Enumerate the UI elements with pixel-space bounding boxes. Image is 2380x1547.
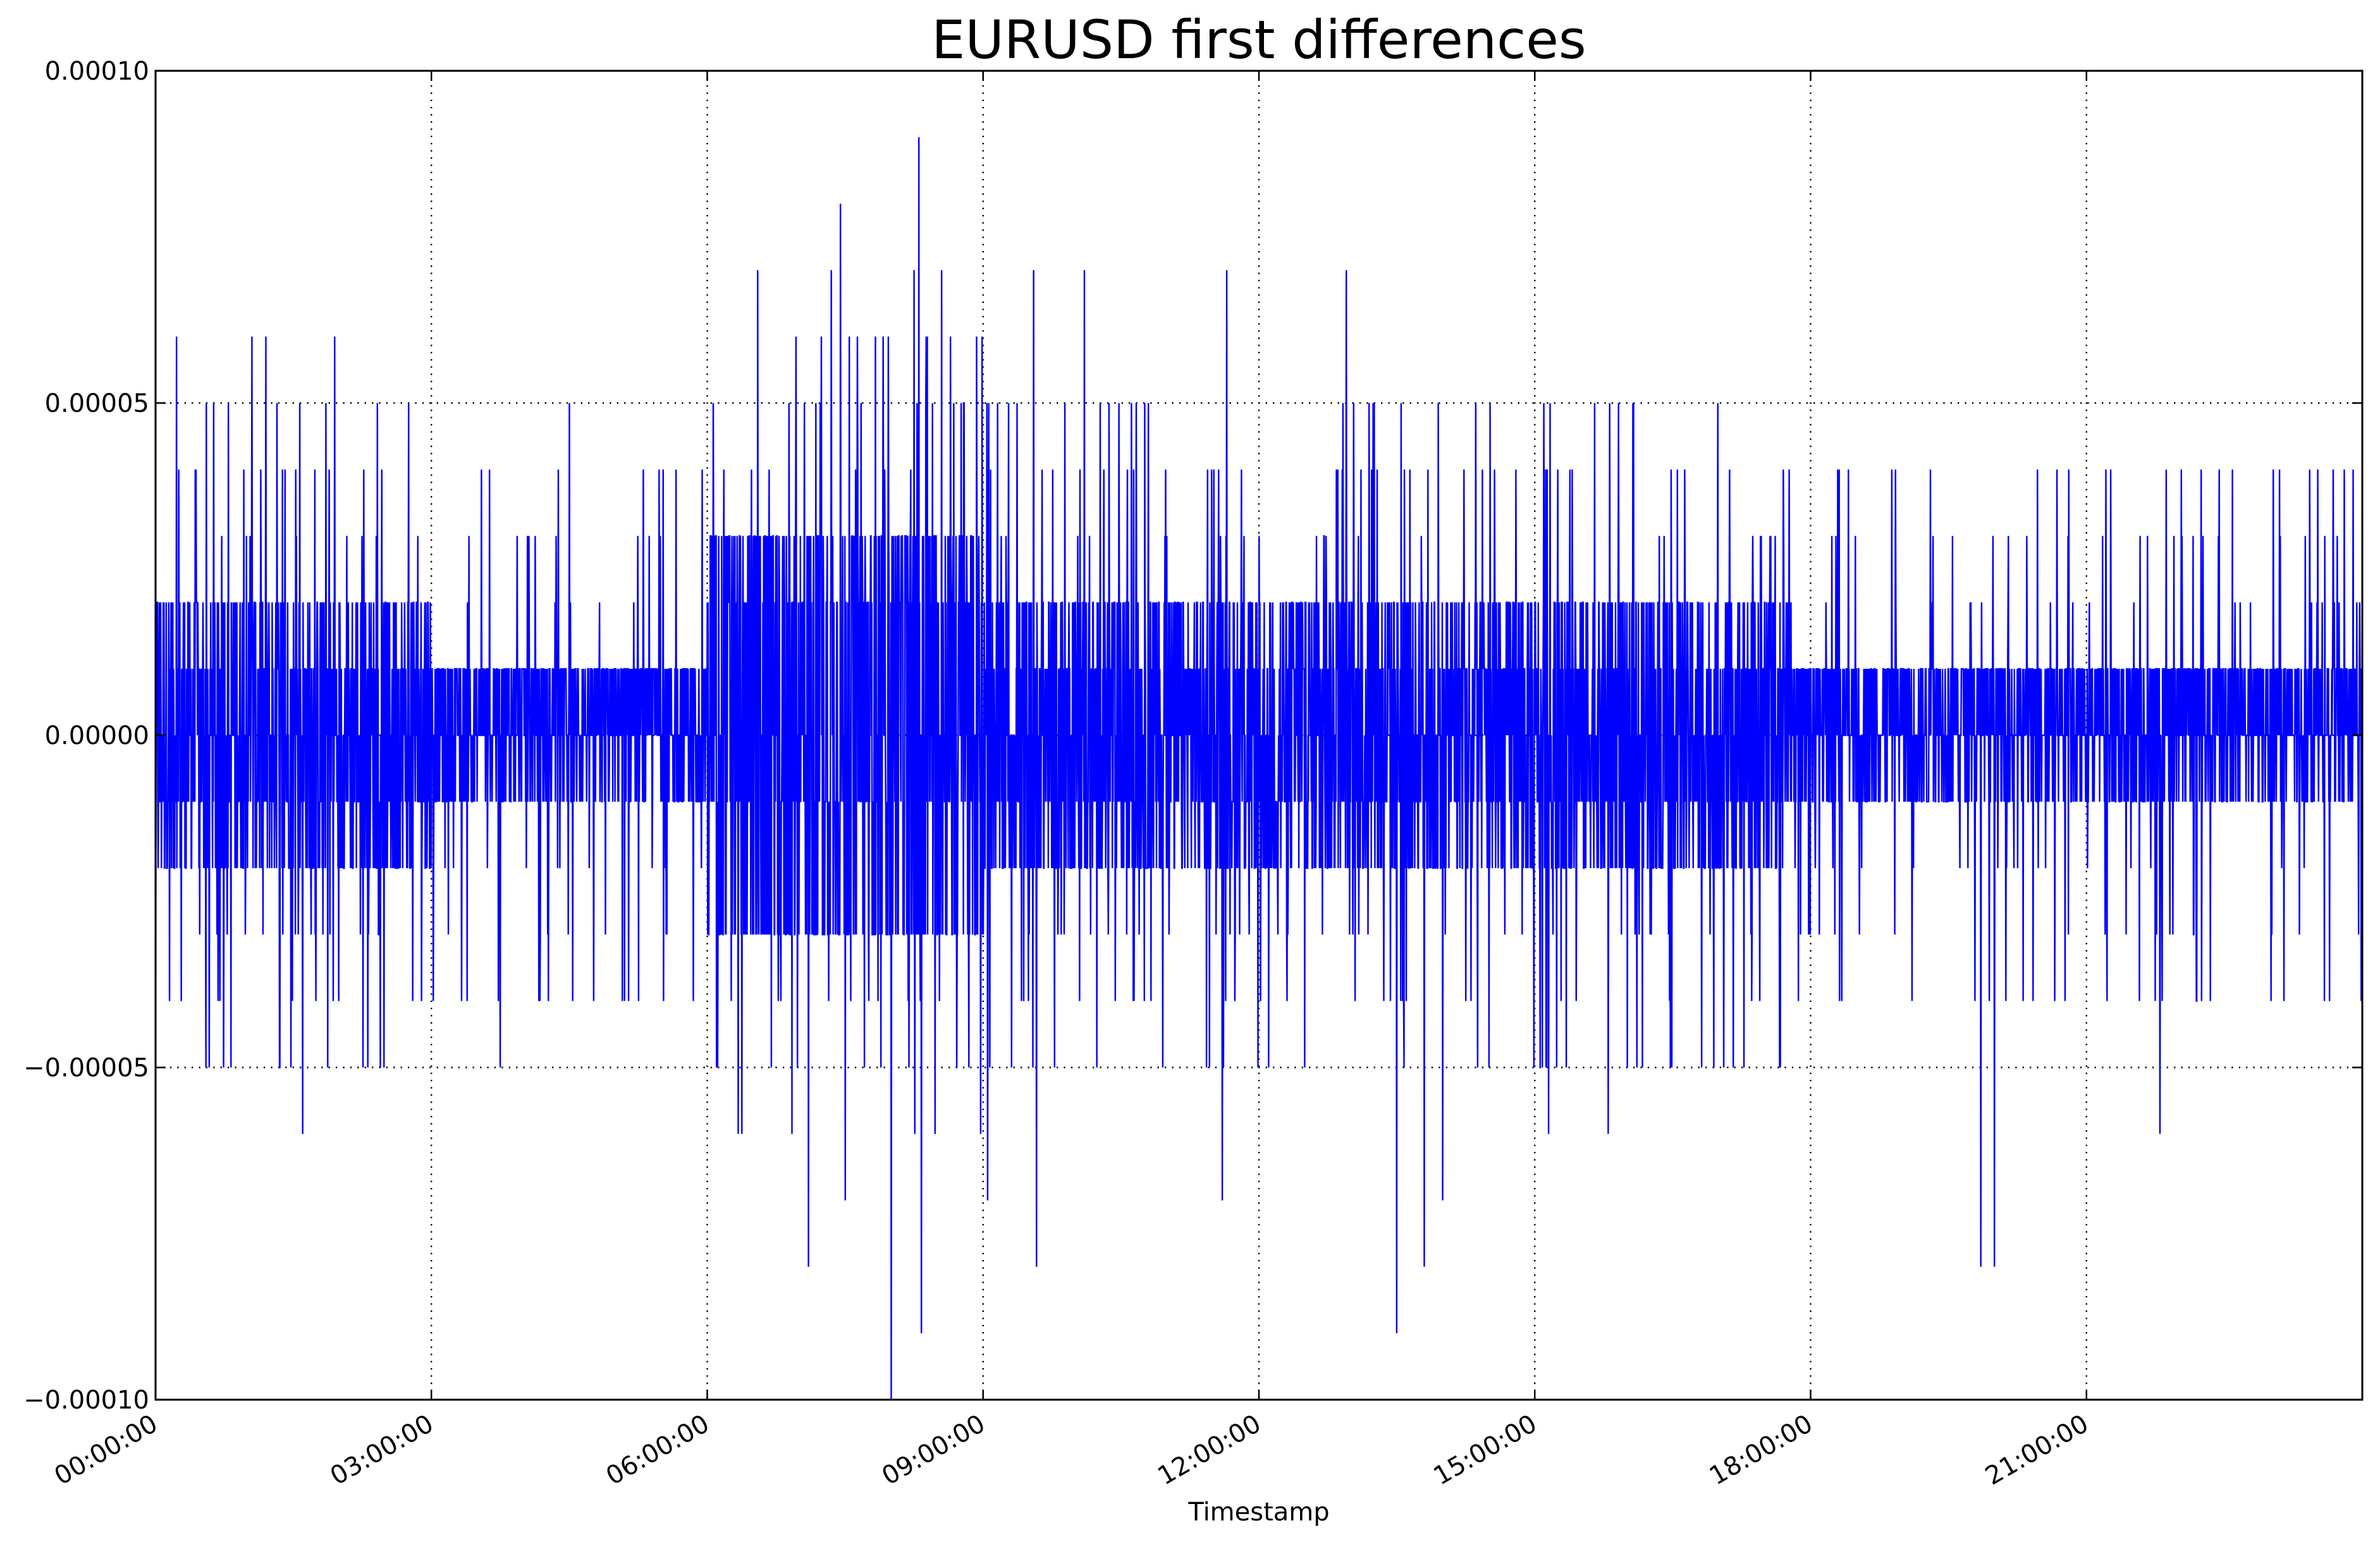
y-tick-label: −0.00005 [23,1054,149,1083]
x-tick-label: 09:00:00 [877,1409,990,1491]
x-tick-label: 03:00:00 [326,1409,439,1491]
y-tick-label: 0.00000 [45,721,149,750]
x-tick-label: 15:00:00 [1429,1409,1542,1491]
x-tick-label: 18:00:00 [1705,1409,1818,1491]
y-tick-label: 0.00005 [45,389,149,419]
x-tick-label: 21:00:00 [1980,1409,2094,1491]
chart-title: EURUSD first differences [931,9,1586,71]
y-tick-label: 0.00010 [45,57,149,86]
x-tick-label: 12:00:00 [1153,1409,1266,1491]
x-axis-label: Timestamp [1187,1498,1329,1527]
x-tick-label: 06:00:00 [601,1409,715,1491]
x-tick-label: 00:00:00 [49,1409,163,1491]
y-tick-label: −0.00010 [23,1386,149,1415]
